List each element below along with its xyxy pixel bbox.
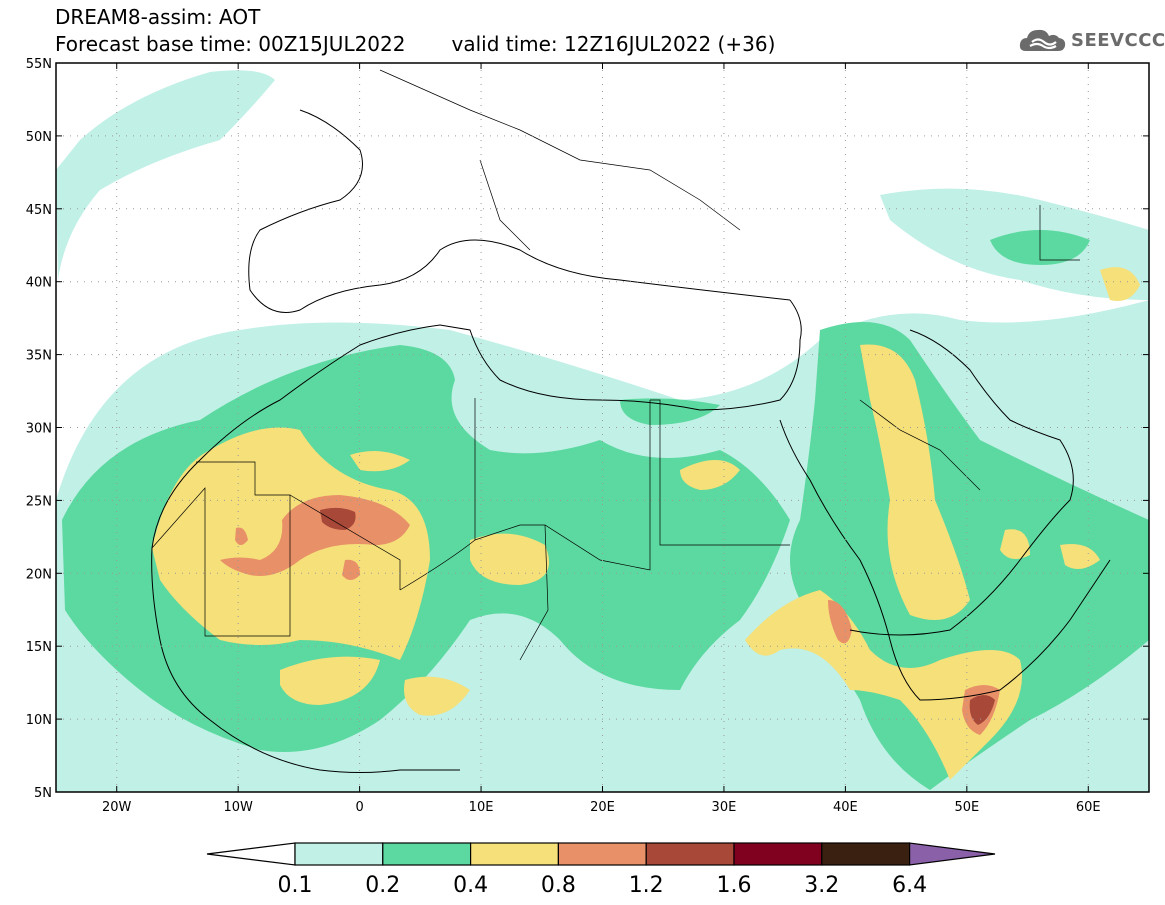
colorbar-segment xyxy=(382,842,472,866)
lon-tick-label: 10E xyxy=(469,800,494,815)
lat-tick-label: 5N xyxy=(34,786,52,801)
forecast-base-time: Forecast base time: 00Z15JUL2022 xyxy=(55,32,406,56)
colorbar-level-label: 3.2 xyxy=(804,873,839,898)
lat-tick-label: 35N xyxy=(26,349,52,364)
graticule xyxy=(56,63,1149,792)
lon-tick-label: 20W xyxy=(102,800,132,815)
colorbar-segment xyxy=(294,842,384,866)
lat-tick-label: 10N xyxy=(26,713,52,728)
colorbar-level-label: 1.6 xyxy=(717,873,752,898)
seevccc-logo: SEEVCCC xyxy=(1018,22,1165,58)
lat-tick-label: 30N xyxy=(26,422,52,437)
colorbar-level-label: 0.2 xyxy=(365,873,400,898)
colorbar-segment xyxy=(645,842,735,866)
map-axes: 20W 10W 0 10E 20E 30E 40E 50E 60E 55N 50N 45N 40N 35N… xyxy=(26,57,1149,815)
colorbar-level-label: 0.8 xyxy=(541,873,576,898)
lon-tick-label: 30E xyxy=(712,800,737,815)
colorbar-level-label: 0.1 xyxy=(278,873,313,898)
lat-tick-label: 45N xyxy=(26,203,52,218)
colorbar-level-label: 0.4 xyxy=(453,873,488,898)
colorbar-segment xyxy=(733,842,823,866)
logo-text: SEEVCCC xyxy=(1071,29,1165,51)
coastlines xyxy=(151,109,1111,773)
lat-tick-label: 15N xyxy=(26,640,52,655)
lon-tick-label: 60E xyxy=(1076,800,1101,815)
time-info: Forecast base time: 00Z15JUL2022 valid ti… xyxy=(55,33,775,55)
lat-tick-label: 40N xyxy=(26,276,52,291)
country-borders xyxy=(151,69,1080,661)
valid-time: valid time: 12Z16JUL2022 (+36) xyxy=(451,32,776,56)
lon-tick-label: 50E xyxy=(954,800,979,815)
lon-tick-label: 20E xyxy=(590,800,615,815)
colorbar-low-arrow xyxy=(206,842,296,866)
map-title: DREAM8-assim: AOT xyxy=(55,5,261,29)
aot-field-1-2 xyxy=(320,507,995,725)
lon-tick-label: 0 xyxy=(355,800,363,815)
colorbar-segment xyxy=(557,842,647,866)
lon-tick-label: 10W xyxy=(223,800,253,815)
aot-field-0-4 xyxy=(152,267,1140,780)
colorbar-segment xyxy=(821,842,911,866)
colorbar-level-label: 6.4 xyxy=(892,873,927,898)
colorbar-level-label: 1.2 xyxy=(629,873,664,898)
lon-tick-label: 40E xyxy=(833,800,858,815)
cloud-icon xyxy=(1019,29,1066,51)
lat-tick-label: 50N xyxy=(26,130,52,145)
lat-tick-label: 20N xyxy=(26,567,52,582)
lat-tick-label: 55N xyxy=(26,57,52,72)
map-frame xyxy=(55,62,1150,793)
lat-tick-label: 25N xyxy=(26,494,52,509)
colorbar-high-arrow xyxy=(908,842,996,866)
colorbar-segment xyxy=(470,842,560,866)
